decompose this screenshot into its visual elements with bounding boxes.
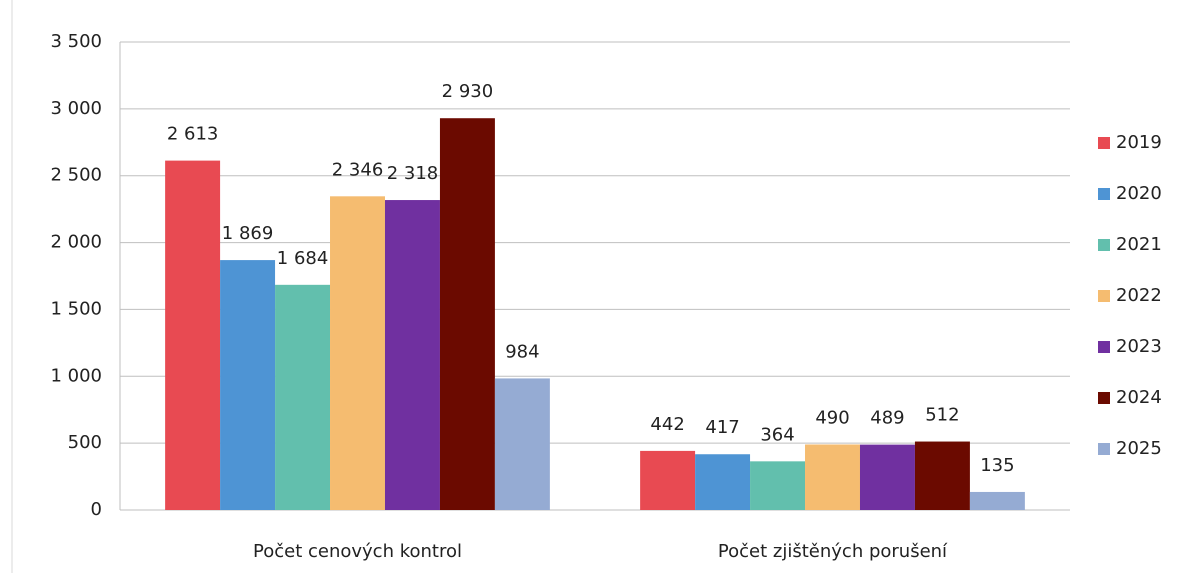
y-tick-label: 1 000	[50, 365, 102, 386]
y-tick-label: 2 000	[50, 232, 102, 253]
bar	[439, 118, 495, 511]
y-tick-label: 500	[68, 432, 102, 453]
value-label: 984	[505, 341, 539, 362]
bar	[384, 200, 440, 510]
legend-swatch	[1098, 137, 1110, 149]
bar	[859, 444, 915, 510]
y-tick-label: 1 500	[50, 298, 102, 319]
legend-label: 2021	[1116, 234, 1162, 255]
legend-label: 2023	[1116, 336, 1162, 357]
value-label: 417	[705, 417, 739, 438]
value-label: 442	[650, 414, 684, 435]
y-tick-label: 0	[91, 499, 102, 520]
y-tick-label: 3 000	[50, 98, 102, 119]
value-label: 135	[980, 455, 1014, 476]
y-tick-label: 2 500	[50, 165, 102, 186]
value-label: 2 930	[442, 81, 494, 102]
value-label: 1 869	[222, 223, 274, 244]
bar	[750, 461, 806, 510]
bar	[695, 454, 751, 510]
bar	[330, 196, 385, 511]
value-label: 490	[815, 407, 849, 428]
value-label: 2 346	[332, 159, 384, 180]
legend-label: 2022	[1116, 285, 1162, 306]
bar	[494, 378, 550, 510]
bar	[220, 260, 276, 510]
legend-swatch	[1098, 443, 1110, 455]
legend-label: 2019	[1116, 132, 1162, 153]
bar	[275, 284, 331, 510]
value-label: 489	[870, 408, 904, 429]
legend-swatch	[1098, 290, 1110, 302]
value-label: 512	[925, 405, 959, 426]
bar	[805, 444, 860, 510]
legend-swatch	[1098, 341, 1110, 353]
y-tick-label: 3 500	[50, 31, 102, 52]
legend-swatch	[1098, 188, 1110, 200]
value-label: 2 318	[387, 163, 439, 184]
bar	[969, 491, 1025, 510]
legend-label: 2025	[1116, 438, 1162, 459]
bar	[914, 441, 970, 510]
value-label: 364	[760, 424, 794, 445]
legend-swatch	[1098, 239, 1110, 251]
x-tick-label: Počet cenových kontrol	[253, 541, 462, 562]
value-label: 2 613	[167, 124, 219, 145]
bar	[640, 450, 696, 510]
legend-label: 2020	[1116, 183, 1162, 204]
x-tick-label: Počet zjištěných porušení	[718, 541, 948, 562]
bar	[165, 160, 221, 511]
value-label: 1 684	[277, 248, 329, 269]
legend-swatch	[1098, 392, 1110, 404]
legend-label: 2024	[1116, 387, 1162, 408]
